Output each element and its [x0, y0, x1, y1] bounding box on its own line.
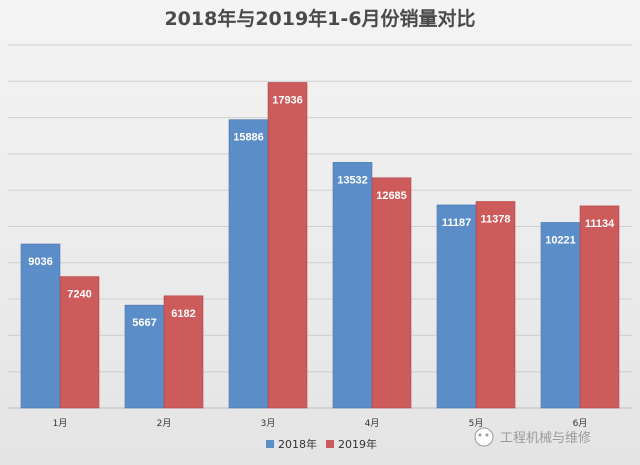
- data-label: 11187: [442, 217, 471, 229]
- bar-2018年-4月: [332, 162, 373, 409]
- bar-2019年-4月: [371, 177, 412, 409]
- data-label: 15886: [233, 132, 264, 144]
- x-tick-label: 1月: [53, 418, 68, 429]
- bar-2019年-3月: [267, 82, 308, 409]
- legend-swatch: [266, 440, 274, 448]
- legend-swatch: [326, 440, 334, 448]
- data-label: 11378: [481, 213, 511, 225]
- data-label: 13532: [337, 174, 368, 186]
- data-label: 10221: [545, 234, 576, 246]
- wechat-icon: [474, 427, 494, 447]
- bar-2019年-5月: [475, 201, 516, 409]
- chart-title: 2018年与2019年1-6月份销量对比: [164, 7, 475, 30]
- legend-label: 2019年: [338, 437, 377, 451]
- gridlines: [8, 44, 632, 409]
- x-tick-label: 6月: [573, 418, 588, 429]
- x-tick-label: 4月: [365, 418, 380, 429]
- data-label: 17936: [272, 94, 303, 106]
- x-tick-label: 5月: [469, 418, 484, 429]
- bar-2019年-2月: [163, 295, 204, 409]
- data-label: 9036: [28, 256, 52, 268]
- bar-2018年-3月: [228, 119, 269, 409]
- bar-2018年-1月: [20, 243, 61, 409]
- x-tick-label: 2月: [157, 418, 172, 429]
- data-label: 7240: [67, 289, 91, 301]
- watermark: 工程机械与维修: [474, 427, 591, 447]
- data-label: 6182: [171, 308, 195, 320]
- x-tick-labels: 1月 2月 3月 4月 5月 6月: [53, 418, 588, 429]
- bars: [20, 82, 620, 409]
- bar-2018年-5月: [436, 204, 477, 409]
- legend-label: 2018年: [278, 437, 317, 451]
- bar-2018年-2月: [124, 304, 165, 409]
- data-label: 12685: [376, 190, 407, 202]
- data-label: 5667: [132, 317, 156, 329]
- bar-2018年-6月: [540, 222, 581, 409]
- x-tick-label: 3月: [261, 418, 276, 429]
- bar-2019年-6月: [579, 205, 620, 409]
- data-label: 11134: [585, 218, 615, 230]
- watermark-text: 工程机械与维修: [500, 431, 591, 446]
- data-labels: 9036 7240 5667 6182 15886 17936 13532 12685 1118…: [28, 94, 615, 329]
- bar-2019年-1月: [59, 276, 100, 409]
- legend: 2018年 2019年: [266, 437, 377, 451]
